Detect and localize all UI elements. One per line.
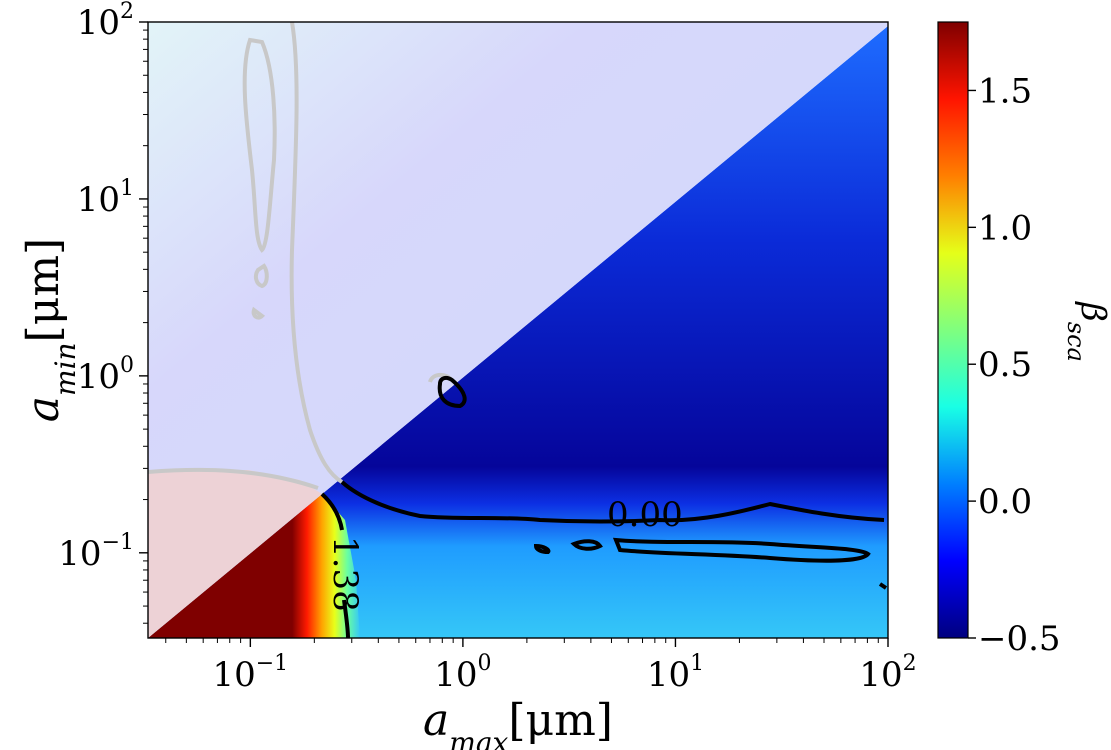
y-tick-label: 100	[77, 353, 134, 397]
x-axis: 10−1 100 101 102	[165, 638, 917, 695]
x-tick-label: 101	[647, 651, 704, 695]
y-tick-label: 101	[77, 176, 134, 220]
x-tick-label: 100	[434, 651, 491, 695]
colorbar-tick-label: 0.5	[978, 345, 1032, 385]
contour-hot	[320, 492, 350, 638]
heatmap-hot-region	[148, 494, 360, 638]
colorbar-tick-label: 1.0	[978, 208, 1032, 248]
colorbar-tick-label: 0.0	[978, 482, 1032, 522]
y-axis: 10−1 100 101 102	[58, 0, 148, 624]
x-tick-label: 10−1	[212, 651, 288, 695]
contour-label-zero: 0.00	[607, 495, 683, 535]
masked-region	[148, 22, 888, 638]
y-tick-label: 102	[77, 0, 134, 43]
x-axis-title: amax[μm]	[423, 695, 613, 750]
colorbar-tick-label: 1.5	[978, 71, 1032, 111]
masked-hot-patch	[148, 470, 322, 638]
contour-label-hot: 1.38	[325, 536, 365, 612]
plot-area: 0.00 1.38	[148, 22, 888, 638]
contour-zero	[340, 375, 888, 590]
colorbar-tick-label: −0.5	[978, 619, 1061, 659]
colorbar-axis: −0.5 0.0 0.5 1.0 1.5	[968, 71, 1061, 659]
colorbar-title: βsca	[1062, 300, 1111, 362]
plot-frame	[147, 21, 889, 639]
y-tick-label: 10−1	[58, 530, 134, 574]
y-axis-title: amin[μm]	[18, 238, 82, 422]
colorbar	[937, 21, 969, 639]
x-tick-label: 102	[859, 651, 916, 695]
